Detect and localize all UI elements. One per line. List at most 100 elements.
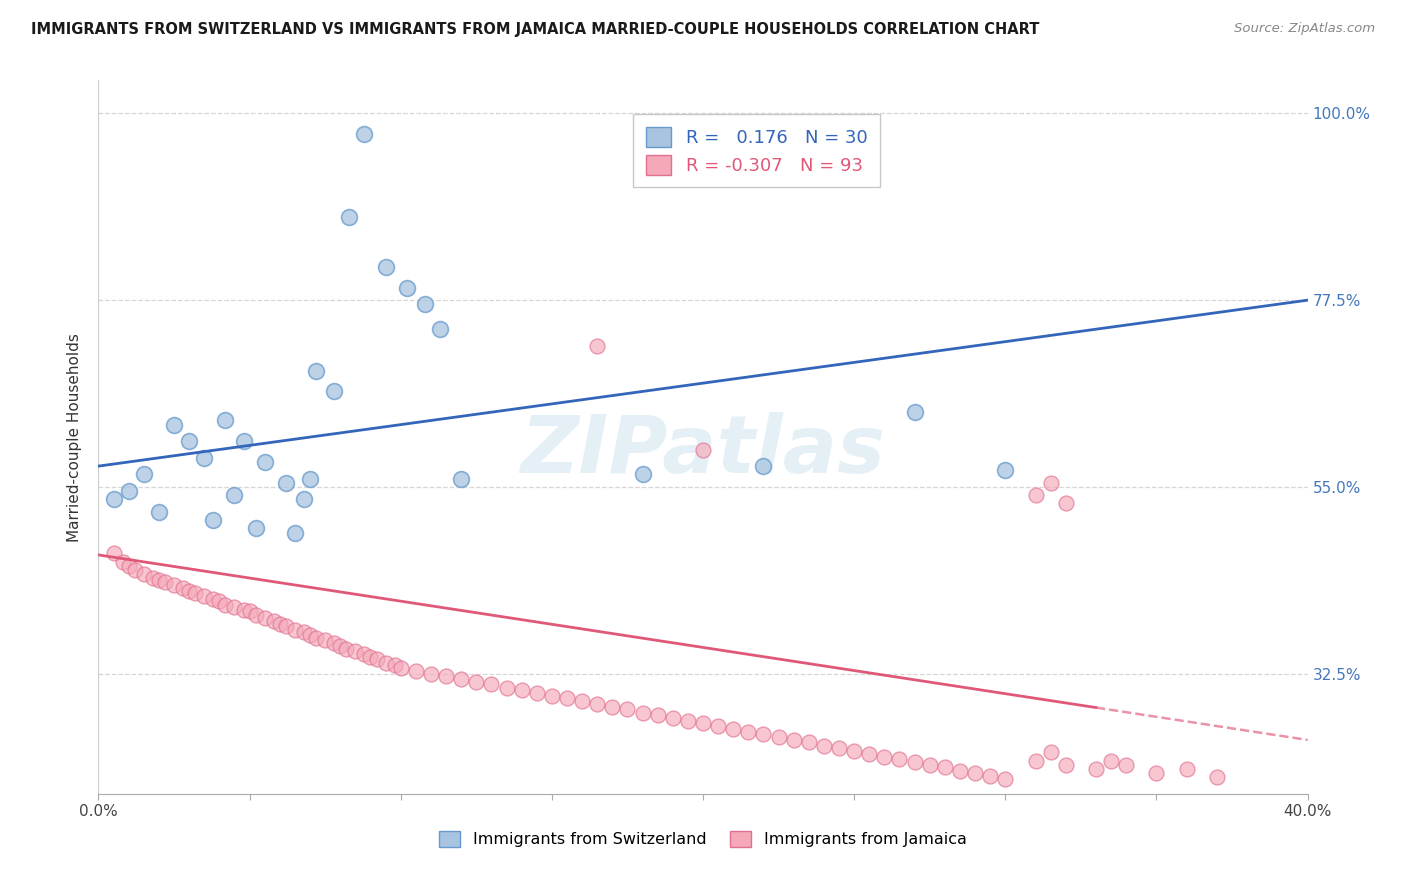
Point [1024,488,1046,502]
Point [239,604,262,618]
Point [344,644,367,658]
Point [224,600,246,615]
Point [844,744,866,758]
Point [526,686,548,700]
Point [323,636,346,650]
Point [904,405,927,419]
Point [184,586,207,600]
Point [616,702,638,716]
Point [405,664,427,678]
Point [224,488,246,502]
Text: ZIPatlas: ZIPatlas [520,412,886,491]
Point [299,472,322,486]
Point [148,505,170,519]
Point [366,652,388,666]
Point [692,442,714,457]
Point [555,691,578,706]
Point [208,594,231,608]
Point [828,741,851,756]
Point [153,575,176,590]
Point [692,716,714,731]
Point [172,581,194,595]
Point [586,698,609,712]
Point [813,739,835,753]
Text: Source: ZipAtlas.com: Source: ZipAtlas.com [1234,22,1375,36]
Point [292,492,315,507]
Y-axis label: Married-couple Households: Married-couple Households [67,333,83,541]
Point [510,683,533,698]
Point [163,578,186,592]
Point [284,525,307,540]
Point [329,639,352,653]
Point [465,674,488,689]
Point [450,673,472,687]
Point [979,769,1001,783]
Point [305,631,328,645]
Point [994,772,1017,786]
Point [1024,754,1046,768]
Point [707,719,730,733]
Point [232,434,254,449]
Point [124,563,146,577]
Point [1054,496,1077,510]
Point [540,689,562,703]
Point [202,591,225,606]
Point [395,281,418,295]
Point [752,727,775,741]
Point [858,747,880,761]
Point [193,590,215,604]
Point [737,724,759,739]
Point [253,455,276,469]
Point [661,710,683,724]
Point [965,766,987,780]
Point [676,714,699,728]
Point [1054,757,1077,772]
Point [631,706,654,720]
Point [202,513,225,527]
Point [783,733,806,747]
Point [1099,754,1122,768]
Point [1175,762,1198,776]
Point [586,339,609,353]
Point [193,450,215,465]
Point [1206,770,1229,784]
Point [374,260,396,274]
Point [994,463,1017,477]
Point [353,127,375,141]
Point [647,708,669,723]
Point [132,467,155,482]
Point [904,756,927,770]
Point [142,571,165,585]
Point [918,757,941,772]
Point [889,752,911,766]
Point [420,666,443,681]
Point [450,472,472,486]
Point [103,492,125,507]
Point [269,616,291,631]
Point [1039,745,1062,759]
Point [752,459,775,474]
Point [314,633,336,648]
Point [949,764,972,778]
Point [429,322,451,336]
Point [245,521,267,535]
Point [1039,475,1062,490]
Point [163,417,186,432]
Legend: Immigrants from Switzerland, Immigrants from Jamaica: Immigrants from Switzerland, Immigrants … [433,825,973,854]
Point [571,694,593,708]
Point [335,641,357,656]
Point [1115,757,1137,772]
Point [797,735,820,749]
Point [103,546,125,560]
Point [360,650,382,665]
Point [245,608,267,623]
Point [148,573,170,587]
Point [934,760,956,774]
Point [305,364,328,378]
Point [723,722,745,736]
Point [631,467,654,482]
Point [481,677,503,691]
Point [768,731,790,745]
Point [274,619,297,633]
Point [384,658,406,673]
